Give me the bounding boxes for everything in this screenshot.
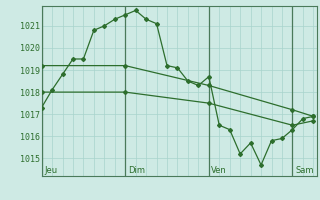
Text: Jeu: Jeu xyxy=(44,166,57,175)
Text: Sam: Sam xyxy=(295,166,314,175)
Text: Dim: Dim xyxy=(128,166,145,175)
Text: Ven: Ven xyxy=(212,166,227,175)
